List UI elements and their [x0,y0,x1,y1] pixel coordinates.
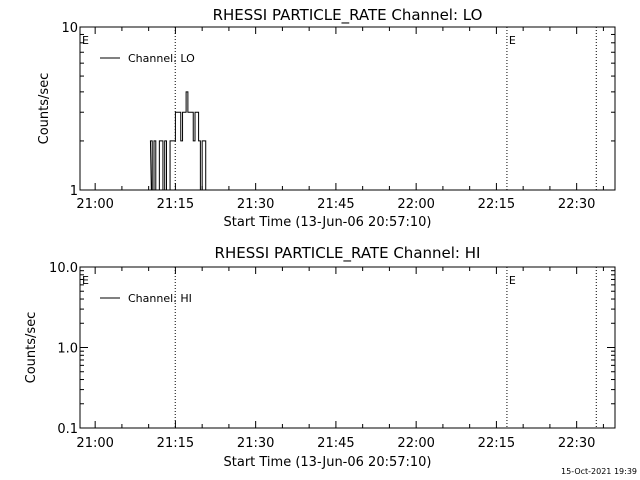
x-tick-label: 21:15 [157,197,194,212]
x-tick-label: 21:00 [76,436,113,451]
x-tick-label: 21:45 [317,197,354,212]
y-tick-label: 1 [70,184,78,199]
x-tick-label: 21:45 [317,436,354,451]
x-tick-label: 21:15 [157,436,194,451]
series-line-channello [146,91,212,191]
event-flag: E [82,274,89,287]
y-tick-label: 10 [61,21,78,36]
panel-1: RHESSI PARTICLE_RATE Channel: LO 21:00 21:… [37,6,616,230]
event-flag: E [82,34,89,47]
x-tick-label: 22:00 [397,436,434,451]
y-axis-label: Counts/sec [37,73,52,145]
x-tick-label: 22:30 [558,436,595,451]
x-tick-label: 21:00 [76,197,113,212]
timestamp-stamp: 15-Oct-2021 19:39 [561,467,637,476]
event-flag: E [509,34,516,47]
panel-2: RHESSI PARTICLE_RATE Channel: HI 21:00 21:… [24,244,616,470]
x-tick-label: 22:15 [478,197,515,212]
x-tick-label: 21:30 [237,197,274,212]
plot-frame [79,26,616,191]
x-axis-label: Start Time (13-Jun-06 20:57:10) [224,455,432,470]
x-tick-label: 22:00 [397,197,434,212]
chart-title: RHESSI PARTICLE_RATE Channel: HI [215,244,481,263]
x-tick-label: 21:30 [237,436,274,451]
legend: Channel: HI [100,292,192,305]
y-tick-label: 1.0 [57,342,78,357]
legend-label: Channel: HI [128,292,192,305]
y-axis-label: Counts/sec [24,312,39,384]
event-flag: E [509,274,516,287]
x-axis-label: Start Time (13-Jun-06 20:57:10) [224,215,432,230]
y-tick-label: 10.0 [49,261,78,276]
x-tick-label: 22:30 [558,197,595,212]
y-tick-label: 0.1 [57,422,78,437]
x-tick-label: 22:15 [478,436,515,451]
chart-title: RHESSI PARTICLE_RATE Channel: LO [213,6,483,25]
legend-label: Channel: LO [128,52,195,65]
legend: Channel: LO [100,52,195,65]
